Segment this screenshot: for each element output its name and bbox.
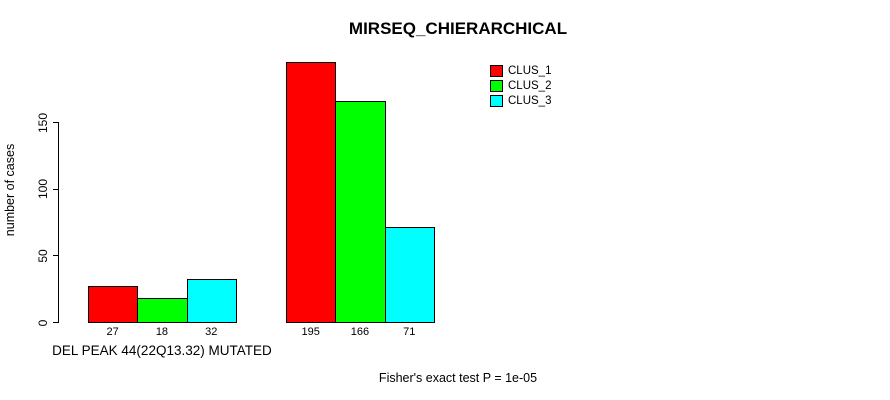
y-tick-label: 50	[36, 249, 50, 263]
bar-value-label: 18	[155, 326, 169, 338]
bar-clus_1-group-1	[88, 286, 139, 323]
legend-row-clus_1: CLUS_1	[490, 65, 551, 77]
bar-value-label: 166	[350, 326, 370, 338]
x-category-label: DEL PEAK 44(22Q13.32) MUTATED	[52, 343, 272, 358]
legend-row-clus_2: CLUS_2	[490, 80, 551, 92]
y-axis-label: number of cases	[3, 143, 17, 237]
bar-value-label: 71	[403, 326, 416, 338]
y-tick-label: 150	[36, 112, 50, 133]
y-tick-label: 0	[36, 319, 50, 326]
chart-title: MIRSEQ_CHIERARCHICAL	[348, 19, 568, 38]
y-axis-line	[58, 122, 59, 323]
legend-swatch-clus_2	[490, 80, 503, 92]
y-tick	[53, 255, 58, 257]
legend-swatch-clus_1	[490, 65, 503, 77]
bar-clus_1-group-2	[286, 62, 337, 323]
legend-label-clus_2: CLUS_2	[508, 80, 552, 92]
y-tick	[53, 322, 58, 323]
bar-value-label: 27	[106, 326, 119, 338]
bar-clus_3-group-1	[186, 279, 237, 323]
y-tick	[53, 122, 58, 123]
y-tick-label: 100	[36, 179, 50, 200]
bar-value-label: 32	[205, 326, 218, 338]
legend-row-clus_3: CLUS_3	[490, 95, 551, 107]
legend-label-clus_1: CLUS_1	[508, 65, 552, 77]
bar-clus_3-group-2	[384, 227, 435, 323]
bar-value-label: 195	[301, 326, 320, 338]
legend-label-clus_3: CLUS_3	[508, 95, 552, 107]
y-tick	[53, 188, 58, 190]
fisher-test-annotation: Fisher's exact test P = 1e-05	[378, 371, 538, 385]
legend-swatch-clus_3	[490, 95, 503, 107]
bar-clus_2-group-2	[335, 100, 386, 323]
bar-clus_2-group-1	[137, 298, 188, 323]
